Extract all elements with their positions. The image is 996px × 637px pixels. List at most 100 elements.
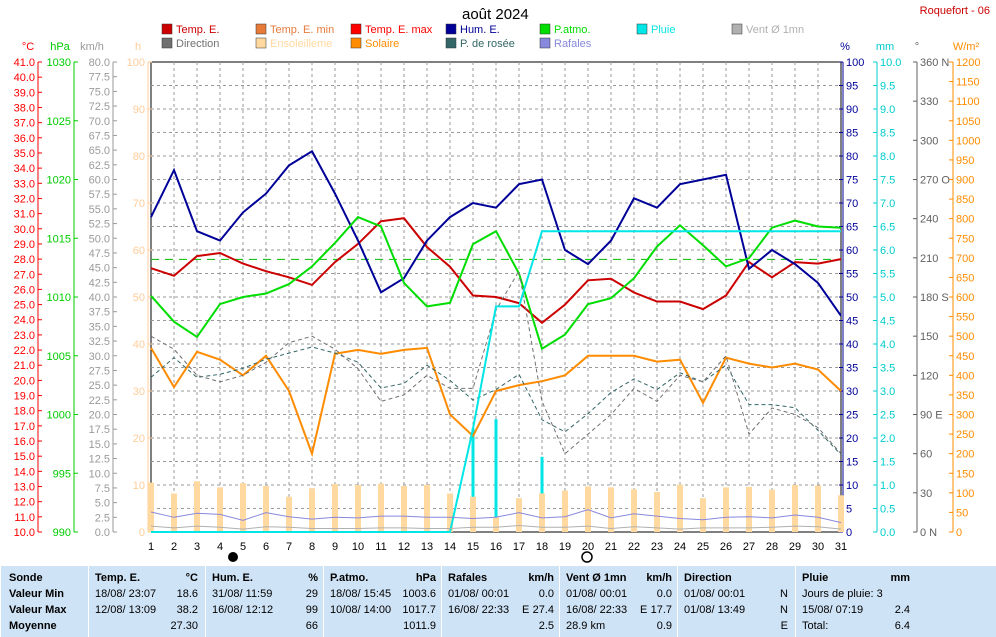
wind-axis-label: 17.5 [89,424,110,436]
wind-min-date: 01/08/ 00:01 [566,588,628,600]
gust-max-date: 16/08/ 22:33 [448,604,510,616]
sunshine-bar [723,487,729,532]
wind-axis-label: 62.5 [89,160,110,172]
x-tick-label: 26 [720,541,732,553]
gust-min-date: 01/08/ 00:01 [448,588,510,600]
sun-axis-label: 20 [133,433,145,445]
x-tick-label: 5 [240,541,246,553]
vent-1mn-series-line [150,524,842,530]
wind-axis-label: 15.0 [89,439,110,451]
wind-axis-label: 30.0 [89,351,110,363]
x-tick-label: 11 [375,541,386,553]
hum-unit: % [308,572,318,584]
solar-axis-label: 250 [956,429,974,441]
x-tick-label: 12 [398,541,410,553]
sunshine-bar [424,485,430,532]
hum-axis-label: 25 [846,410,858,422]
wind-axis-label: 10.0 [89,468,110,480]
pres-max-date: 10/08/ 14:00 [330,604,392,616]
wind-axis-label: 32.5 [89,336,110,348]
dir-axis-label: 30 [920,488,932,500]
page-title: août 2024 [462,6,529,23]
sunshine-bar [171,493,177,532]
rain-axis-label: 4.0 [880,339,895,351]
legend-label: Hum. E. [460,24,500,36]
hum-axis-label: 20 [846,433,858,445]
gust-max-dir: E [522,604,530,616]
rain-axis-label: 6.0 [880,245,895,257]
legend-label: P.atmo. [554,24,591,36]
sun-axis-label: 80 [133,151,145,163]
rafales-series-line [150,509,842,524]
sonde-title: Sonde [9,572,43,584]
temp-axis-label: 40.0 [14,72,35,84]
solar-axis-label: 700 [956,253,974,265]
hum-axis-label: 65 [846,222,858,234]
dir-axis-label: 90 E [920,410,943,422]
dir-axis-label: 60 [920,449,932,461]
gust-max-val: 27.4 [532,604,554,616]
hum-axis-label: 50 [846,292,858,304]
x-tick-label: 30 [812,541,824,553]
dir-axis-label: 300 [920,135,938,147]
solar-axis-label: 300 [956,410,974,422]
sunshine-bar [677,484,683,532]
wind-max-dir: E [640,604,648,616]
solar-axis-label: 650 [956,272,974,284]
wind-axis-label: 72.5 [89,101,110,113]
legend-label: Rafales [554,38,592,50]
dir-title: Direction [684,572,732,584]
legend-label: Temp. E. min [270,24,334,36]
sunshine-bar [792,485,798,532]
hum-axis-label: 30 [846,386,858,398]
sunshine-bar [654,492,660,532]
rain-axis-label: 9.0 [880,104,895,116]
hum-axis-label: 100 [846,57,864,69]
legend-swatch [636,23,648,35]
temp-axis-label: 18.0 [14,406,35,418]
sunshine-bar [746,486,752,532]
temp-axis-label: 14.0 [14,466,35,478]
full-moon-icon [581,551,593,563]
rain-total-label: Total: [802,620,829,632]
hum-min-date: 31/08/ 11:59 [212,588,273,600]
legend-swatch [445,23,457,35]
solar-axis-label: 450 [956,351,974,363]
legend-swatch [255,37,267,49]
rain-axis-label: 0.5 [880,504,895,516]
solar-axis-label: 1200 [956,57,980,69]
rain-total-val: 6.4 [894,620,910,632]
rain-axis-label: 3.5 [880,363,895,375]
x-tick-label: 15 [467,541,479,553]
pres-avg-val: 1011.9 [403,620,436,632]
wind-axis-label: 12.5 [89,454,110,466]
rain-unit-label: mm [876,41,894,53]
wind-axis-label: 45.0 [89,263,110,275]
sun-unit-label: h [135,41,141,53]
hum-axis-label: 40 [846,339,858,351]
temp-axis-label: 13.0 [14,482,35,494]
temp-axis-label: 41.0 [14,57,35,69]
solar-axis-label: 900 [956,175,974,187]
gust-avg-val: 2.5 [538,620,554,632]
sun-axis-label: 90 [133,104,145,116]
temp-axis-label: 25.0 [14,300,35,312]
x-tick-label: 18 [536,541,548,553]
legend-swatch [161,37,173,49]
wind-axis-label: 77.5 [89,72,110,84]
legend-label: Solaire [365,38,399,50]
x-tick-label: 20 [582,541,594,553]
new-moon-icon [228,552,238,562]
dir-axis-label: 180 S [920,292,949,304]
solar-axis-label: 1050 [956,116,980,128]
x-tick-label: 16 [490,541,502,553]
hum-min-val: 29 [305,588,318,600]
sunshine-bar [332,484,338,532]
hum-max-val: 99 [305,604,318,616]
hum-avg-val: 66 [305,620,318,632]
stats-col-wind: Vent Ø 1mn km/h 01/08/ 00:01 0.0 16/08/ … [559,566,678,637]
stats-col-sonde: Sonde Valeur Min Valeur Max Moyenne [0,566,89,637]
x-tick-label: 25 [697,541,709,553]
dir-unit-label: ° [915,41,919,53]
hum-axis-label: 75 [846,175,858,187]
